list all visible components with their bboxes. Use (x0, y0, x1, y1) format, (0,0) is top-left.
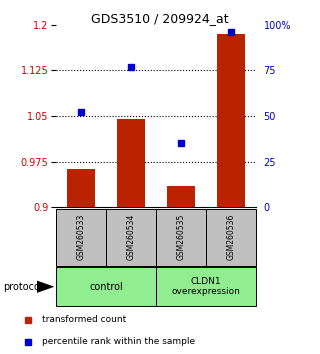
FancyBboxPatch shape (156, 267, 256, 306)
Text: GSM260533: GSM260533 (76, 214, 85, 261)
FancyBboxPatch shape (56, 267, 156, 306)
Text: control: control (89, 282, 123, 292)
Polygon shape (37, 280, 54, 293)
Text: percentile rank within the sample: percentile rank within the sample (42, 337, 195, 346)
Text: GSM260536: GSM260536 (227, 214, 236, 261)
FancyBboxPatch shape (56, 209, 106, 266)
Bar (167, 187, 195, 207)
Text: transformed count: transformed count (42, 315, 126, 324)
Text: GSM260535: GSM260535 (177, 214, 186, 261)
FancyBboxPatch shape (156, 209, 206, 266)
FancyBboxPatch shape (106, 209, 156, 266)
Bar (67, 169, 95, 207)
Text: GDS3510 / 209924_at: GDS3510 / 209924_at (91, 12, 229, 25)
Bar (217, 34, 245, 207)
Text: GSM260534: GSM260534 (126, 214, 135, 261)
Text: CLDN1
overexpression: CLDN1 overexpression (172, 277, 240, 296)
Text: protocol: protocol (3, 282, 43, 292)
FancyBboxPatch shape (206, 209, 256, 266)
Bar (117, 119, 145, 207)
